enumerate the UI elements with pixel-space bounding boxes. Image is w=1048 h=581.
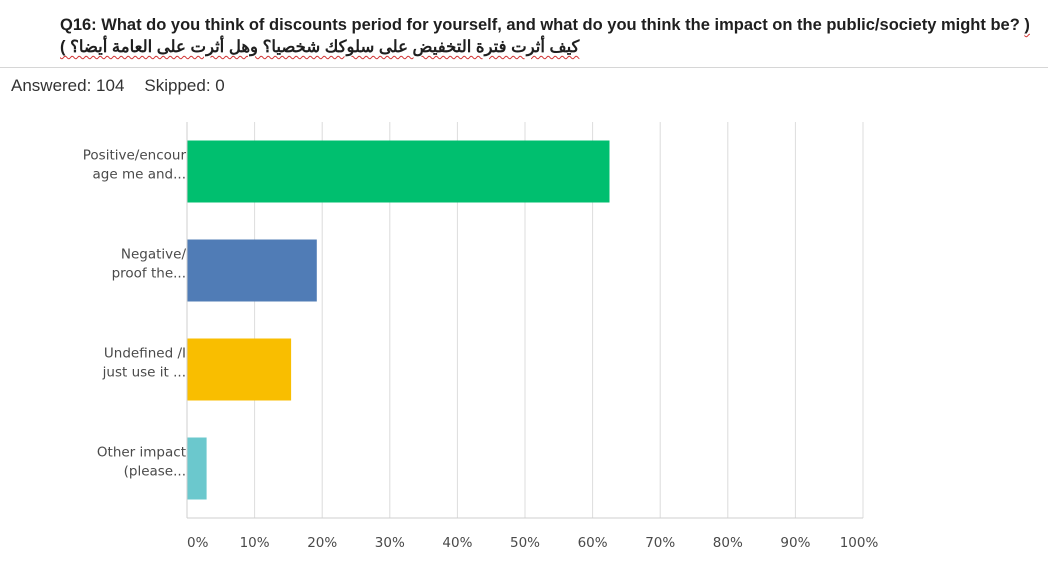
question-title-arabic: ( كيف أثرت فترة التخفيض على سلوكك شخصيا؟… [60, 16, 1030, 56]
labels: Positive/encour age me and... Negative/pro… [83, 148, 879, 552]
x-tick-label-60: 60% [578, 535, 608, 551]
bar-1 [187, 140, 610, 203]
bar-3 [187, 338, 292, 401]
category-label-4: Other impact (please... [97, 445, 186, 480]
category-label-line: (please... [124, 464, 186, 480]
category-label-1: Positive/encour age me and... [83, 148, 187, 183]
bars [187, 140, 610, 500]
x-tick-label-100: 100% [840, 535, 879, 551]
question-title: Q16: What do you think of discounts peri… [60, 14, 1045, 58]
header-divider [0, 67, 1048, 68]
category-label-line: age me and... [93, 167, 186, 183]
bar-4 [187, 437, 207, 500]
axes [186, 122, 863, 519]
x-tick-label-40: 40% [442, 535, 472, 551]
skipped-count: Skipped: 0 [144, 76, 225, 95]
x-tick-label-10: 10% [240, 535, 270, 551]
x-tick-label-20: 20% [307, 535, 337, 551]
category-label-line: Positive/encour [83, 148, 187, 164]
x-tick-label-80: 80% [713, 535, 743, 551]
answered-count: Answered: 104 [11, 76, 125, 95]
x-tick-label-30: 30% [375, 535, 405, 551]
question-title-english: Q16: What do you think of discounts peri… [60, 16, 1020, 34]
category-label-line: Other impact [97, 445, 186, 461]
bar-2 [187, 239, 317, 302]
category-label-line: just use it ... [102, 365, 186, 381]
category-label-3: Undefined /I just use it ... [102, 346, 186, 381]
category-label-line: proof the... [112, 266, 186, 282]
category-label-line: Undefined /I [104, 346, 186, 362]
x-tick-label-50: 50% [510, 535, 540, 551]
response-stats: Answered: 104 Skipped: 0 [11, 76, 225, 96]
x-tick-label-70: 70% [645, 535, 675, 551]
x-tick-label-90: 90% [780, 535, 810, 551]
x-tick-label-0: 0% [187, 535, 209, 551]
category-label-2: Negative/proof the... [112, 247, 187, 282]
category-label-line: Negative/ [121, 247, 187, 263]
